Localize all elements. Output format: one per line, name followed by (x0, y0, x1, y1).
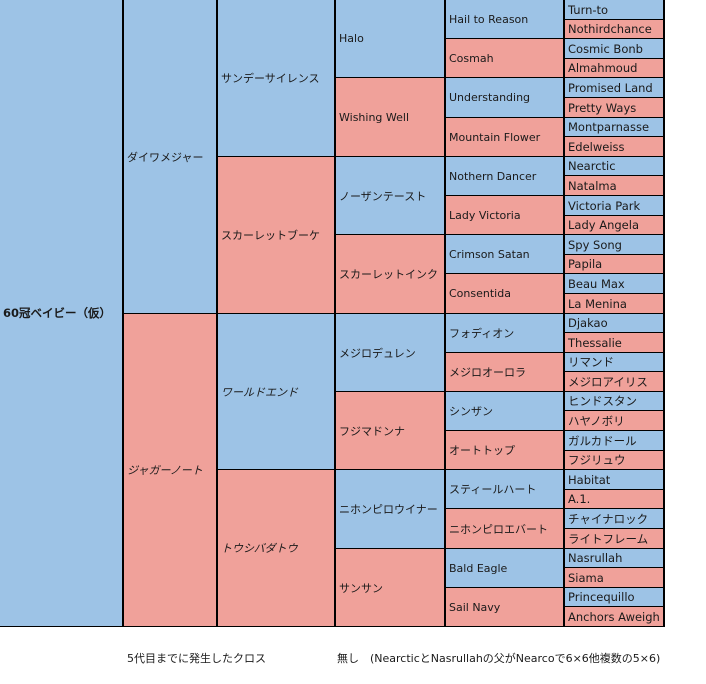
pedigree-gen4-cell: メジロオーロラ (446, 353, 565, 392)
pedigree-gen3-cell: スカーレットインク (336, 235, 446, 314)
pedigree-gen3-cell: サンサン (336, 549, 446, 627)
pedigree-gen4-cell: Hail to Reason (446, 0, 565, 39)
pedigree-gen3-cell: Halo (336, 0, 446, 78)
pedigree-gen5-cell: ガルカドール (565, 431, 665, 451)
pedigree-gen5-cell: Anchors Aweigh (565, 607, 665, 627)
pedigree-gen4-cell: Understanding (446, 78, 565, 118)
pedigree-gen4-cell: Lady Victoria (446, 196, 565, 235)
pedigree-gen3-cell: Wishing Well (336, 78, 446, 157)
pedigree-gen4-cell: ニホンピロエバート (446, 509, 565, 549)
pedigree-gen5-cell: Lady Angela (565, 216, 665, 235)
pedigree-gen4-cell: オートトップ (446, 431, 565, 470)
pedigree-gen5-cell: Siama (565, 568, 665, 588)
pedigree-gen5-cell: Pretty Ways (565, 98, 665, 118)
pedigree-gen2-cell: トウシバダトウ (218, 470, 336, 627)
pedigree-gen5-cell: Almahmoud (565, 59, 665, 78)
pedigree-gen5-cell: Promised Land (565, 78, 665, 98)
pedigree-gen5-cell: Nasrullah (565, 549, 665, 568)
pedigree-gen5-cell: A.1. (565, 490, 665, 509)
pedigree-gen4-cell: Crimson Satan (446, 235, 565, 274)
pedigree-gen3-cell: フジマドンナ (336, 392, 446, 470)
pedigree-gen5-cell: Beau Max (565, 274, 665, 294)
pedigree-gen4-cell: Nothern Dancer (446, 157, 565, 196)
pedigree-gen2-cell: スカーレットブーケ (218, 157, 336, 314)
pedigree-gen4-cell: Consentida (446, 274, 565, 314)
pedigree-gen2-cell: ワールドエンド (218, 314, 336, 470)
pedigree-gen5-cell: Spy Song (565, 235, 665, 255)
pedigree-gen3-cell: ノーザンテースト (336, 157, 446, 235)
pedigree-gen4-cell: シンザン (446, 392, 565, 431)
pedigree-gen5-cell: フジリュウ (565, 451, 665, 470)
pedigree-gen4-cell: フォディオン (446, 314, 565, 353)
pedigree-gen3-cell: ニホンピロウイナー (336, 470, 446, 549)
pedigree-gen5-cell: リマンド (565, 353, 665, 372)
pedigree-gen5-cell: Djakao (565, 314, 665, 333)
pedigree-gen5-cell: Cosmic Bonb (565, 39, 665, 59)
pedigree-gen5-cell: ヒンドスタン (565, 392, 665, 411)
pedigree-root: 60冠ベイビー（仮） (0, 0, 124, 627)
pedigree-gen5-cell: Edelweiss (565, 137, 665, 157)
pedigree-gen5-cell: La Menina (565, 294, 665, 314)
crosses-label: 5代目までに発生したクロス (127, 652, 266, 665)
pedigree-gen1-cell: ダイワメジャー (124, 0, 218, 314)
pedigree-gen4-cell: スティールハート (446, 470, 565, 509)
pedigree-gen2-cell: サンデーサイレンス (218, 0, 336, 157)
pedigree-gen5-cell: Turn-to (565, 0, 665, 20)
pedigree-gen5-cell: Nothirdchance (565, 20, 665, 39)
pedigree-gen4-cell: Sail Navy (446, 588, 565, 627)
pedigree-gen5-cell: チャイナロック (565, 509, 665, 529)
crosses-result: 無し (NearcticとNasrullahの父がNearcoで6×6他複数の5… (337, 652, 661, 665)
pedigree-gen4-cell: Cosmah (446, 39, 565, 78)
pedigree-gen5-cell: Habitat (565, 470, 665, 490)
pedigree-gen5-cell: ライトフレーム (565, 529, 665, 549)
pedigree-gen3-cell: メジロデュレン (336, 314, 446, 392)
pedigree-gen5-cell: Montparnasse (565, 118, 665, 137)
pedigree-gen5-cell: ハヤノボリ (565, 411, 665, 431)
pedigree-gen5-cell: Natalma (565, 176, 665, 196)
pedigree-gen5-cell: Nearctic (565, 157, 665, 176)
pedigree-gen5-cell: メジロアイリス (565, 372, 665, 392)
pedigree-gen4-cell: Mountain Flower (446, 118, 565, 157)
pedigree-gen5-cell: Princequillo (565, 588, 665, 607)
pedigree-gen5-cell: Papila (565, 255, 665, 274)
pedigree-gen1-cell: ジャガーノート (124, 314, 218, 627)
pedigree-gen4-cell: Bald Eagle (446, 549, 565, 588)
pedigree-gen5-cell: Thessalie (565, 333, 665, 353)
pedigree-gen5-cell: Victoria Park (565, 196, 665, 216)
